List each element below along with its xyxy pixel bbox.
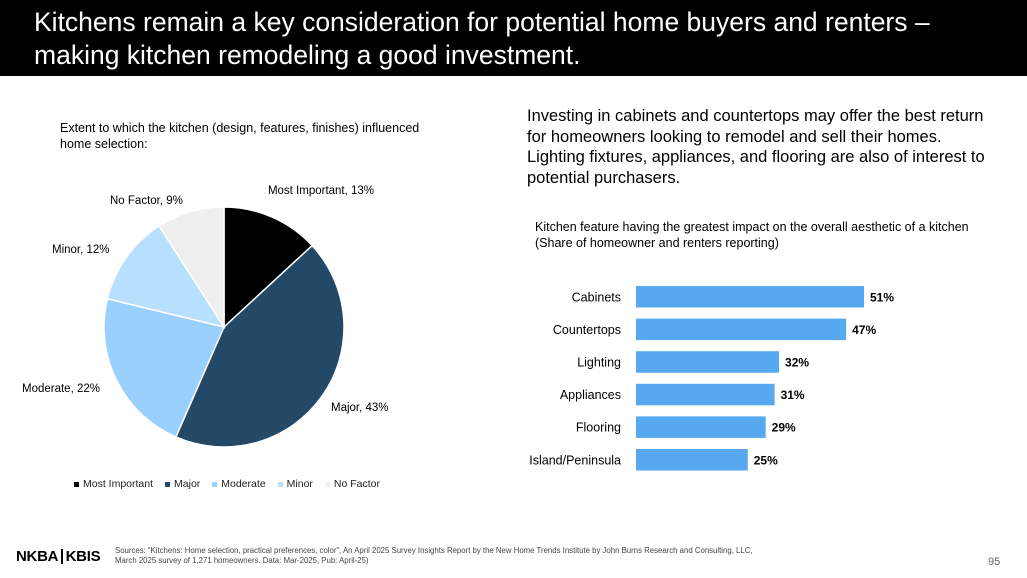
bar-category-label-flooring: Flooring [576, 421, 621, 435]
pie-data-label-minor: Minor, 12% [52, 244, 110, 256]
pie-slice-major [174, 244, 345, 448]
bar-chart-title: Kitchen feature having the greatest impa… [535, 220, 969, 250]
legend-swatch-moderate [212, 481, 218, 487]
slide-title: Kitchens remain a key consideration for … [34, 7, 930, 70]
bar-value-label-island-peninsula: 25% [754, 453, 778, 467]
sources-note: Sources: “Kitchens: Home selection, prac… [115, 546, 753, 565]
legend-swatch-no-factor [324, 481, 330, 487]
pie-slice-moderate [103, 297, 226, 438]
legend-item-no-factor: No Factor [324, 478, 381, 490]
bar-cabinets [636, 286, 864, 308]
bar-category-label-cabinets: Cabinets [572, 290, 621, 304]
bar-category-label-island-peninsula: Island/Peninsula [529, 453, 621, 467]
bar-lighting [636, 351, 780, 373]
legend-label: Major [174, 478, 201, 490]
legend-item-major: Major [165, 478, 200, 490]
legend-swatch-major [165, 481, 171, 487]
logo-nkba-text: NKBA [16, 548, 59, 565]
bar-value-label-flooring: 29% [772, 421, 796, 435]
pie-legend: Most Important Major Moderate Minor No F… [74, 478, 380, 490]
bar-value-label-lighting: 32% [785, 355, 809, 369]
page-number: 95 [988, 556, 1001, 568]
logo-divider [61, 549, 63, 564]
pie-chart [103, 206, 345, 448]
bar-flooring [636, 416, 766, 438]
bar-category-label-lighting: Lighting [577, 355, 621, 369]
pie-slice-most-important [223, 206, 314, 329]
pie-data-label-moderate: Moderate, 22% [22, 383, 100, 395]
bar-appliances [636, 383, 775, 406]
pie-chart-title: Extent to which the kitchen (design, fea… [60, 121, 420, 151]
legend-label: No Factor [333, 478, 381, 490]
legend-item-moderate: Moderate [212, 478, 266, 490]
logo-kbis-text: KBIS [65, 548, 101, 565]
legend-swatch-minor [277, 481, 283, 487]
bar-value-label-cabinets: 51% [870, 290, 894, 304]
legend-item-most-important: Most Important [74, 478, 153, 490]
legend-label: Moderate [221, 478, 266, 490]
pie-slice-minor [106, 225, 226, 329]
pie-data-label-no-factor: No Factor, 9% [110, 195, 183, 207]
bar-countertops [636, 318, 847, 341]
bar-island-peninsula [636, 449, 748, 471]
bar-category-label-appliances: Appliances [560, 388, 621, 402]
pie-slice-no-factor [158, 206, 225, 330]
legend-item-minor: Minor [277, 478, 313, 490]
pie-data-label-most-important: Most Important, 13% [267, 185, 375, 197]
title-bar: Kitchens remain a key consideration for … [0, 0, 1027, 76]
pie-data-label-major: Major, 43% [331, 402, 389, 414]
legend-label: Most Important [83, 478, 154, 490]
nkba-kbis-logo: NKBA KBIS [16, 548, 101, 565]
bar-category-label-countertops: Countertops [553, 323, 621, 337]
intro-paragraph: Investing in cabinets and countertops ma… [527, 107, 985, 187]
legend-swatch-most-important [74, 481, 79, 487]
legend-label: Minor [286, 478, 313, 490]
bar-value-label-countertops: 47% [852, 323, 876, 337]
bar-value-label-appliances: 31% [781, 388, 805, 402]
bar-chart: Cabinets 51% Countertops 47% Lighting 32% Appl… [529, 286, 894, 471]
